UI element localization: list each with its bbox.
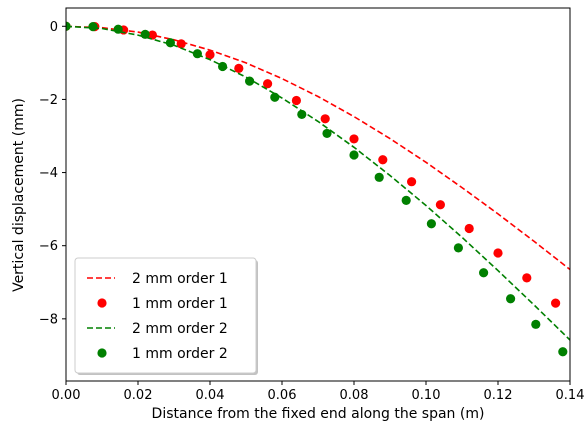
data-point: [401, 195, 411, 205]
series-line: [66, 25, 570, 341]
y-tick-label: −2: [39, 93, 58, 108]
data-point: [378, 155, 388, 165]
legend-label: 1 mm order 1: [132, 296, 228, 312]
y-tick-label: −6: [39, 239, 58, 254]
series-layer: [66, 21, 570, 357]
x-tick-label: 0.06: [268, 388, 297, 403]
data-point: [349, 134, 359, 144]
x-tick-label: 0.00: [52, 388, 81, 403]
legend-swatch-dot: [97, 348, 107, 358]
x-tick-label: 0.14: [556, 388, 585, 403]
data-point: [479, 268, 489, 278]
series-3: [66, 25, 570, 341]
legend-swatch-dot: [97, 298, 107, 308]
x-tick-label: 0.12: [484, 388, 513, 403]
data-point: [435, 200, 445, 210]
data-point: [322, 128, 332, 139]
data-point: [407, 177, 417, 187]
data-point: [320, 114, 330, 124]
x-tick-label: 0.08: [340, 388, 369, 403]
plot-frame: [65, 7, 571, 382]
axes-layer: 0.00 0.02 0.04 0.06 0.08 0.10 0.12 0.14 0 −2 −4 −6 −…: [39, 20, 585, 403]
data-point: [558, 347, 568, 357]
y-tick-label: 0: [50, 20, 58, 35]
data-point: [551, 298, 561, 308]
legend: 2 mm order 1 1 mm order 1 2 mm order 2 1 mm…: [74, 257, 258, 375]
data-point: [176, 39, 186, 49]
data-point: [349, 150, 359, 160]
data-point: [88, 22, 98, 32]
data-point: [113, 24, 123, 34]
data-point: [374, 172, 384, 182]
data-point: [297, 109, 307, 120]
data-point: [234, 63, 244, 73]
data-point: [147, 30, 157, 40]
legend-label: 1 mm order 2: [132, 346, 228, 362]
data-point: [165, 38, 175, 48]
data-point: [205, 50, 215, 60]
data-point: [245, 76, 255, 86]
legend-label: 2 mm order 1: [132, 271, 228, 287]
data-point: [263, 79, 273, 89]
x-axis-label: Distance from the fixed end along the sp…: [152, 406, 485, 422]
y-tick-label: −8: [39, 312, 58, 327]
x-tick-label: 0.02: [124, 388, 153, 403]
data-point: [66, 21, 71, 31]
data-point: [493, 248, 503, 258]
data-point: [270, 92, 280, 102]
series-4: [66, 21, 568, 357]
y-tick-label: −4: [39, 166, 58, 181]
data-point: [522, 273, 532, 283]
data-point: [506, 294, 516, 304]
data-point: [291, 95, 301, 106]
plot-area: [66, 21, 570, 357]
data-point: [453, 243, 463, 253]
y-axis-label: Vertical displacement (mm): [11, 98, 27, 292]
x-tick-label: 0.10: [412, 388, 441, 403]
x-tick-label: 0.04: [196, 388, 225, 403]
legend-box: [74, 257, 257, 374]
data-point: [192, 49, 202, 59]
data-point: [140, 29, 150, 39]
data-point: [531, 319, 541, 329]
legend-label: 2 mm order 2: [132, 321, 228, 337]
data-point: [426, 219, 436, 229]
data-point: [218, 61, 228, 72]
data-point: [464, 223, 474, 234]
